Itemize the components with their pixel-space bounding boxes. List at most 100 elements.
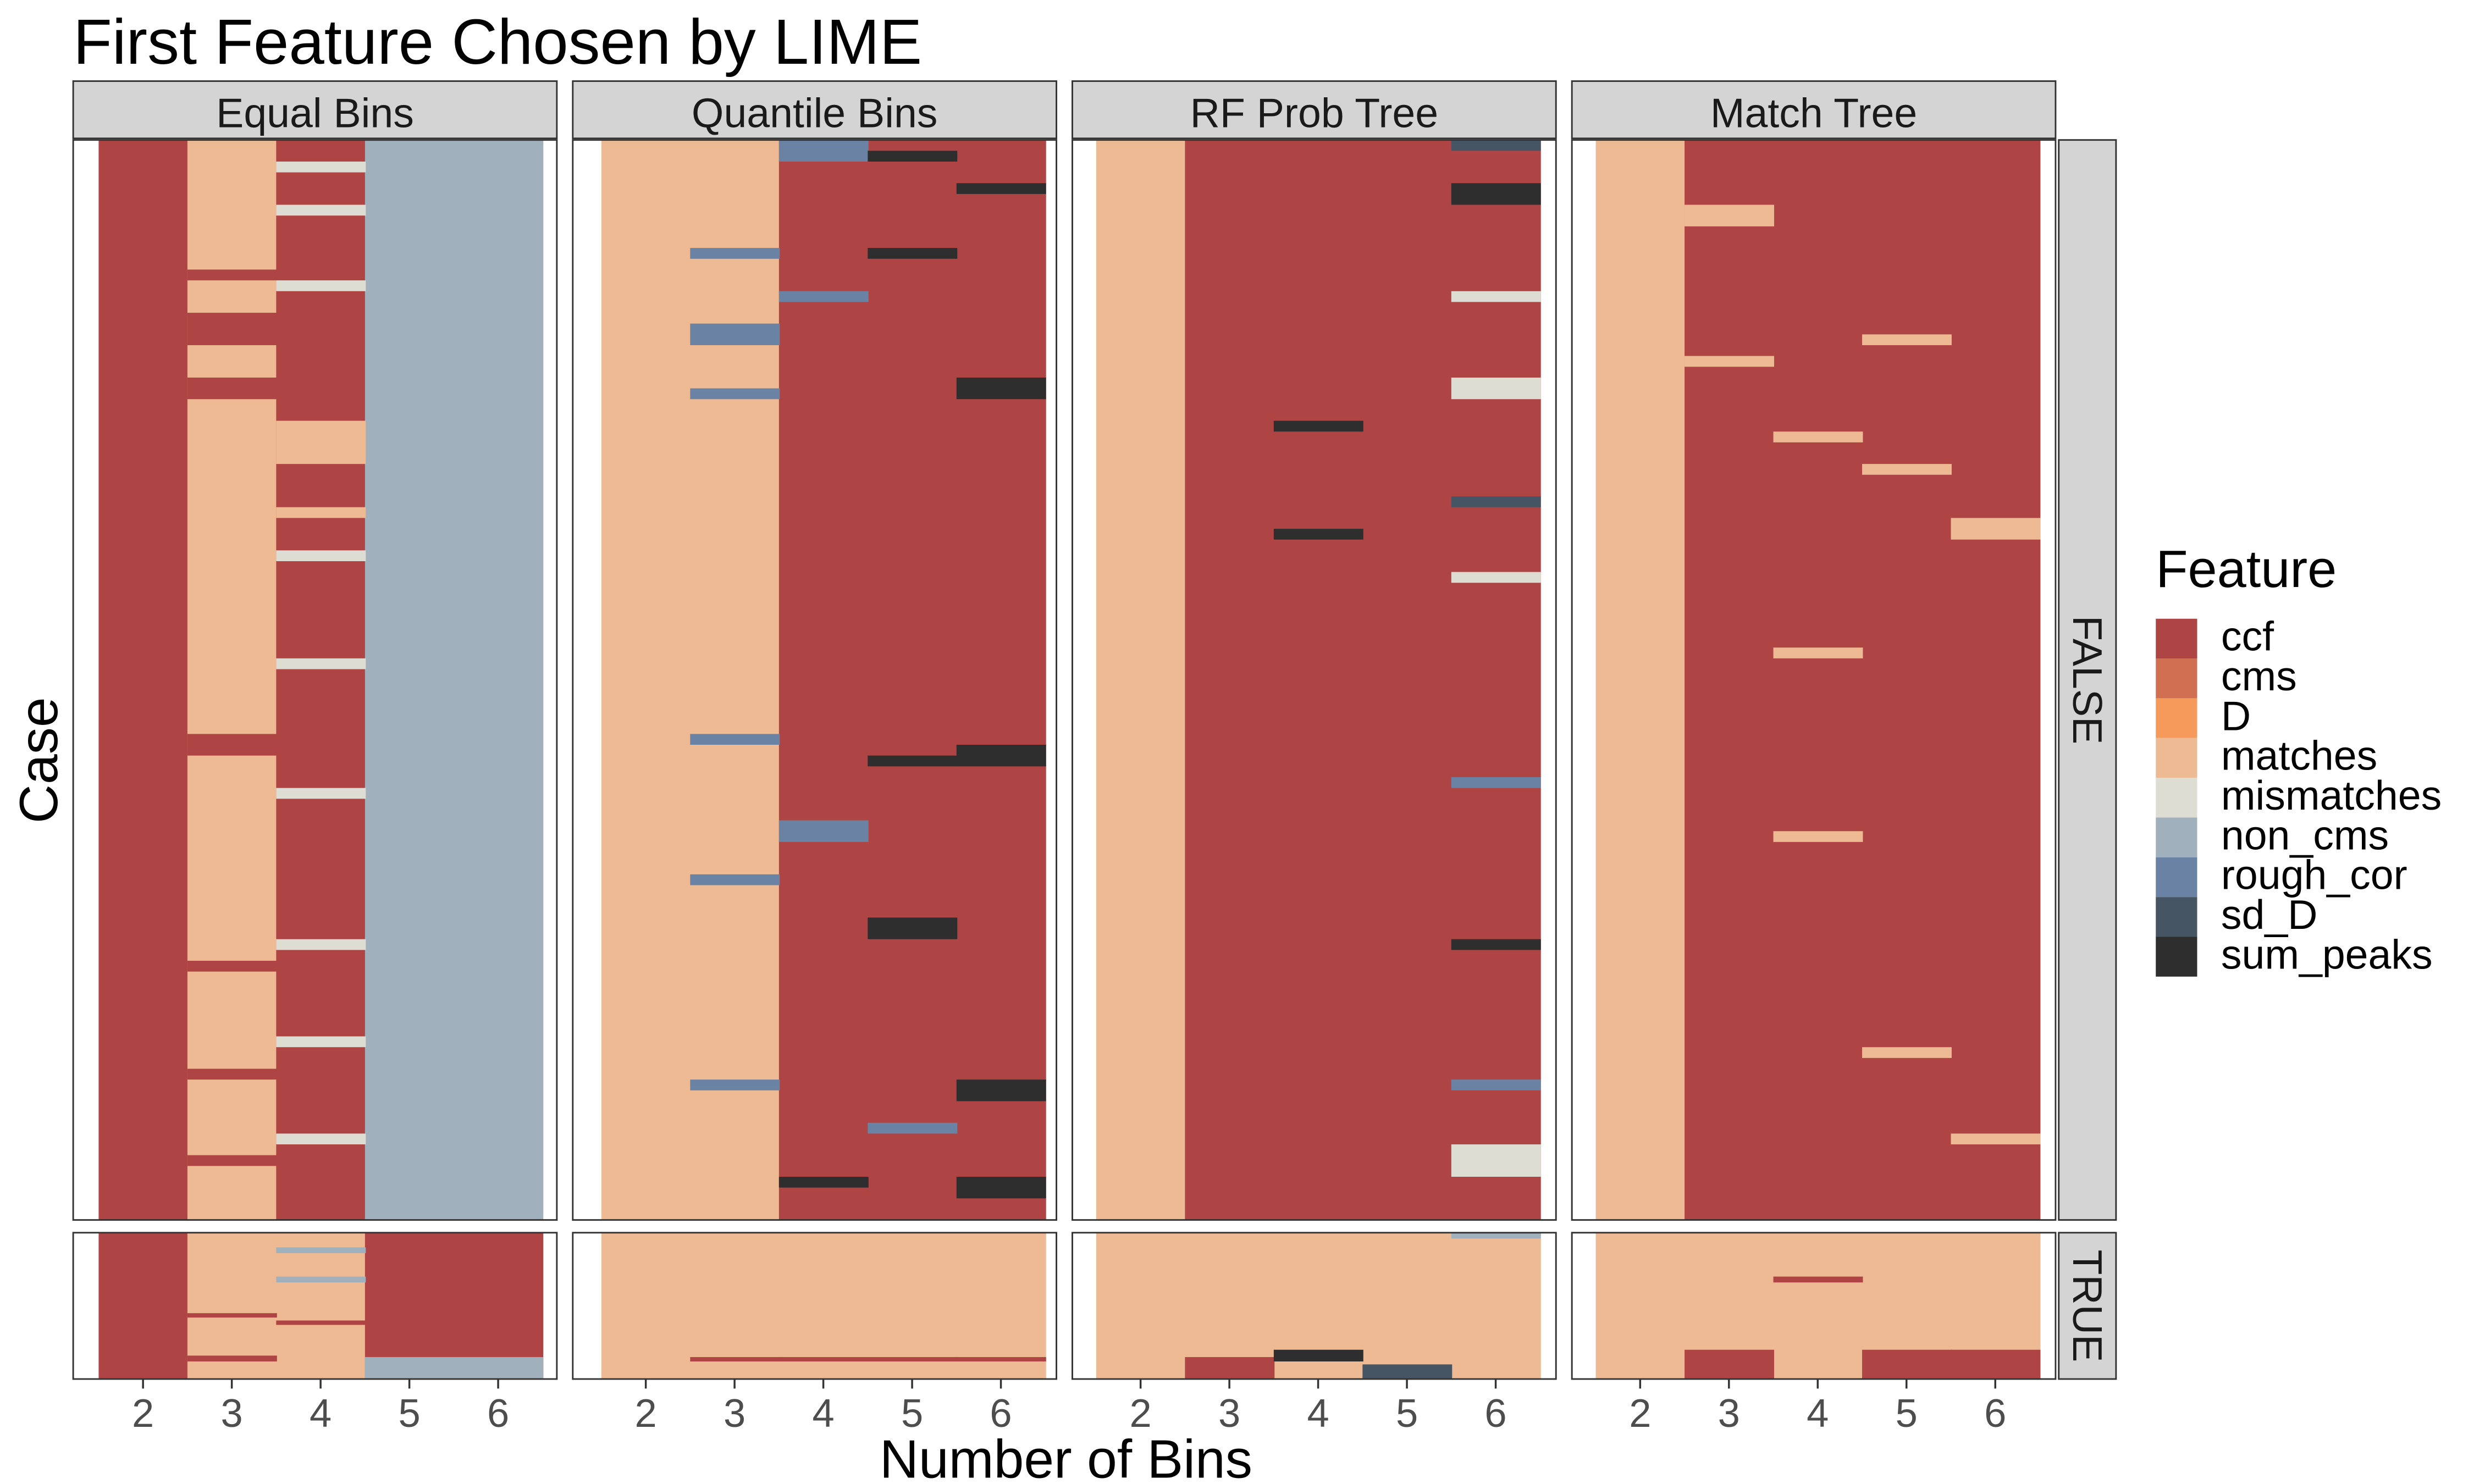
- x-tick-label-quantile-bins-3: 3: [724, 1392, 745, 1436]
- band-equal-bins-true-2-non_cms: [276, 1247, 366, 1254]
- legend-title: Feature: [2156, 540, 2337, 599]
- band-quantile-bins-true-1-ccf: [778, 1357, 869, 1362]
- tile-rf-prob-tree-false-col-6-ccf: [1451, 140, 1541, 1220]
- band-quantile-bins-true-2-ccf: [868, 1357, 958, 1362]
- panel-quantile-bins-true: [572, 1232, 1057, 1380]
- tile-match-tree-false-col-3-ccf: [1685, 140, 1774, 1220]
- legend-swatch-ccf: [2156, 618, 2197, 659]
- panel-rf-prob-tree-true: [1072, 1232, 1557, 1380]
- band-match-tree-false-4-matches: [1773, 831, 1863, 842]
- band-quantile-bins-false-7-rough_cor: [778, 291, 869, 302]
- band-quantile-bins-false-13-sum_peaks: [868, 917, 958, 939]
- tile-match-tree-false-col-5-ccf: [1862, 140, 1952, 1220]
- band-quantile-bins-false-2-rough_cor: [690, 388, 780, 400]
- x-tick-label-quantile-bins-2: 2: [635, 1392, 657, 1436]
- legend-label-d: D: [2221, 693, 2251, 739]
- panel-match-tree-false: [1571, 139, 2057, 1221]
- tile-rf-prob-tree-true-col-5-matches: [1362, 1232, 1453, 1380]
- legend-swatch-cms: [2156, 658, 2197, 699]
- tile-match-tree-false-col-2-matches: [1595, 140, 1686, 1220]
- tile-rf-prob-tree-true-col-6-matches: [1451, 1232, 1541, 1380]
- tile-equal-bins-true-col-5-ccf: [365, 1232, 455, 1380]
- band-quantile-bins-true-3-ccf: [956, 1357, 1046, 1362]
- band-equal-bins-false-4-ccf: [187, 961, 277, 972]
- band-match-tree-false-2-matches: [1773, 431, 1863, 442]
- row-facet-strips: FALSE TRUE: [2058, 139, 2117, 1380]
- panel-equal-bins-false: [72, 139, 558, 1221]
- band-equal-bins-true-4-ccf: [276, 1320, 366, 1325]
- band-rf-prob-tree-false-5-mismatches: [1451, 377, 1541, 400]
- tile-equal-bins-true-col-4-matches: [276, 1232, 366, 1380]
- band-equal-bins-true-3-non_cms: [276, 1276, 366, 1283]
- panel-match-tree-true: [1571, 1232, 2057, 1380]
- band-quantile-bins-false-16-sum_peaks: [956, 377, 1046, 400]
- panel-border: [572, 1232, 1057, 1380]
- tile-match-tree-false-col-4-ccf: [1773, 140, 1863, 1220]
- panel-equal-bins-true: [72, 1232, 558, 1380]
- panel-strips: Equal Bins Quantile Bins RF Prob Tree Match…: [72, 80, 2057, 140]
- tile-quantile-bins-true-col-5-matches: [868, 1232, 958, 1380]
- panel-quantile-bins-false: [572, 139, 1057, 1221]
- legend-swatch-sd-d: [2156, 897, 2197, 937]
- x-tick-label-equal-bins-6: 6: [487, 1392, 509, 1436]
- tile-equal-bins-false-col-6-non_cms: [454, 140, 544, 1220]
- tile-equal-bins-false-col-4-ccf: [276, 140, 366, 1220]
- strip-match-tree: [1571, 80, 2057, 140]
- band-rf-prob-tree-false-0-sum_peaks: [1273, 420, 1363, 432]
- band-rf-prob-tree-true-2-sd_D: [1362, 1364, 1453, 1380]
- band-equal-bins-false-8-mismatches: [276, 204, 366, 216]
- tile-equal-bins-false-col-3-matches: [187, 140, 277, 1220]
- band-equal-bins-false-14-mismatches: [276, 788, 366, 799]
- band-rf-prob-tree-true-1-sum_peaks: [1273, 1349, 1363, 1362]
- chart-title: First Feature Chosen by LIME: [73, 6, 922, 77]
- band-quantile-bins-false-3-rough_cor: [690, 734, 780, 745]
- tile-quantile-bins-true-col-3-matches: [690, 1232, 780, 1380]
- tile-rf-prob-tree-false-col-4-ccf: [1273, 140, 1363, 1220]
- x-tick-label-rf-prob-tree-2: 2: [1130, 1392, 1152, 1436]
- tile-equal-bins-true-col-6-ccf: [454, 1232, 544, 1380]
- x-tick-label-match-tree-6: 6: [1984, 1392, 2006, 1436]
- tile-equal-bins-false-col-2-ccf: [98, 140, 189, 1220]
- band-rf-prob-tree-false-6-sd_D: [1451, 496, 1541, 507]
- legend-label-matches: matches: [2221, 733, 2377, 779]
- band-equal-bins-false-17-mismatches: [276, 1133, 366, 1145]
- strip-label-equal-bins: Equal Bins: [216, 90, 414, 136]
- band-match-tree-false-9-matches: [1951, 1133, 2041, 1145]
- tile-rf-prob-tree-true-col-2-matches: [1096, 1232, 1186, 1380]
- x-tick-label-equal-bins-4: 4: [310, 1392, 332, 1436]
- band-equal-bins-false-1-ccf: [187, 313, 277, 346]
- band-match-tree-true-3-ccf: [1951, 1349, 2041, 1380]
- x-tick-label-rf-prob-tree-3: 3: [1218, 1392, 1240, 1436]
- band-quantile-bins-false-18-sum_peaks: [956, 1079, 1046, 1101]
- x-tick-label-match-tree-2: 2: [1629, 1392, 1651, 1436]
- band-rf-prob-tree-false-1-sum_peaks: [1273, 529, 1363, 540]
- band-match-tree-false-5-matches: [1862, 334, 1952, 346]
- band-match-tree-true-1-ccf: [1773, 1276, 1863, 1283]
- panel-rf-prob-tree-false: [1072, 139, 1557, 1221]
- legend-swatch-non-cms: [2156, 817, 2197, 857]
- band-match-tree-true-2-ccf: [1862, 1349, 1952, 1380]
- tile-match-tree-false-col-6-ccf: [1951, 140, 2041, 1220]
- legend-swatch-mismatches: [2156, 778, 2197, 818]
- y-axis-label: Case: [8, 697, 69, 823]
- band-match-tree-false-0-matches: [1685, 204, 1774, 226]
- strip-label-rf-prob-tree: RF Prob Tree: [1190, 90, 1439, 136]
- band-equal-bins-false-11-matches: [276, 507, 366, 518]
- band-quantile-bins-false-19-sum_peaks: [956, 1177, 1046, 1199]
- x-tick-label-equal-bins-2: 2: [132, 1392, 154, 1436]
- band-quantile-bins-true-0-ccf: [690, 1357, 780, 1362]
- tile-rf-prob-tree-false-col-2-matches: [1096, 140, 1186, 1220]
- band-rf-prob-tree-false-7-mismatches: [1451, 572, 1541, 583]
- band-rf-prob-tree-false-8-rough_cor: [1451, 777, 1541, 788]
- x-axis: 2 3 4 5 6 2 3 4 5 6 2 3 4 5 6 2 3 4 5 6: [132, 1379, 2006, 1436]
- x-tick-label-match-tree-5: 5: [1896, 1392, 1918, 1436]
- band-match-tree-true-0-ccf: [1685, 1349, 1774, 1380]
- tile-match-tree-true-col-4-matches: [1773, 1232, 1863, 1380]
- band-equal-bins-false-9-mismatches: [276, 280, 366, 291]
- band-rf-prob-tree-false-9-sum_peaks: [1451, 939, 1541, 950]
- band-rf-prob-tree-true-3-non_cms: [1451, 1232, 1541, 1239]
- legend-swatch-rough-cor: [2156, 857, 2197, 898]
- band-rf-prob-tree-false-2-sd_D: [1451, 140, 1541, 151]
- strip-label-quantile-bins: Quantile Bins: [692, 90, 937, 136]
- panel-border: [72, 139, 558, 1221]
